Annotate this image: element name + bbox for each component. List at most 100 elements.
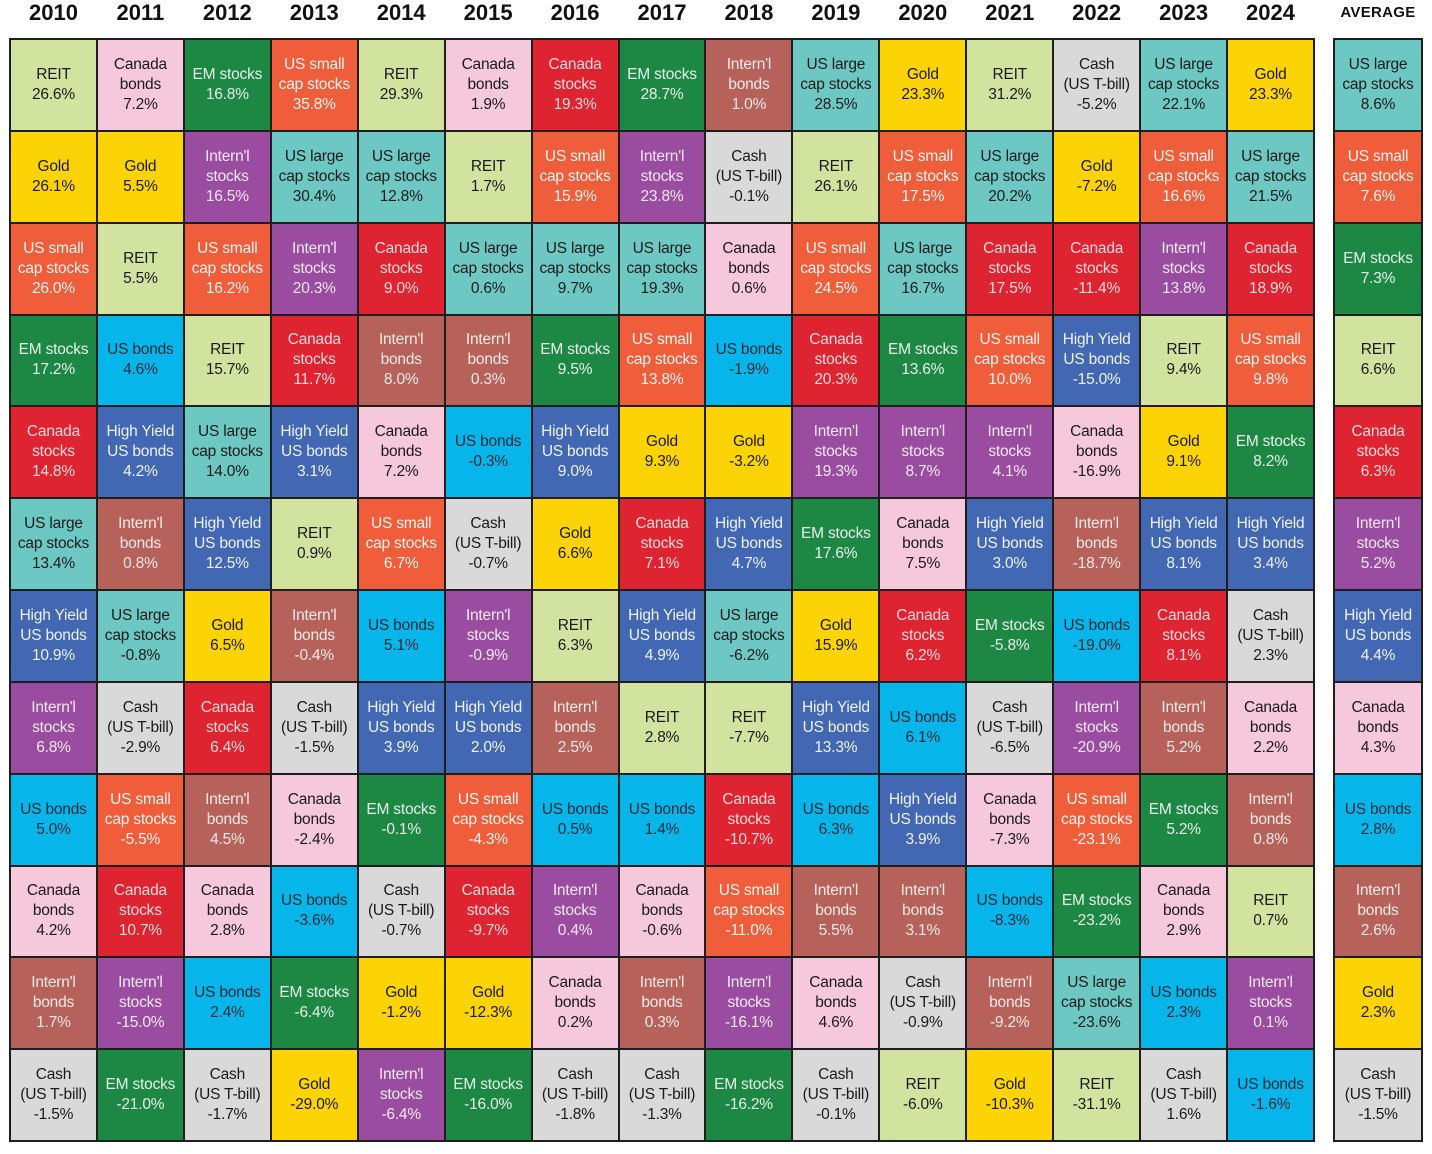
cell-2017-rank-8: REIT 2.8% bbox=[619, 682, 705, 773]
asset-label: stocks bbox=[988, 443, 1032, 461]
cell-2013-rank-8: Cash (US T-bill) -1.5% bbox=[271, 682, 357, 773]
asset-label: US bonds bbox=[889, 810, 957, 828]
asset-label: cap stocks bbox=[104, 810, 176, 828]
asset-label: US bonds bbox=[454, 433, 522, 451]
cell-2024-rank-1: Gold 23.3% bbox=[1228, 40, 1313, 130]
return-value: 13.8% bbox=[1162, 279, 1206, 297]
asset-label: cap stocks bbox=[713, 626, 785, 644]
return-value: 3.9% bbox=[905, 830, 941, 848]
asset-label: cap stocks bbox=[1061, 994, 1133, 1012]
asset-label: cap stocks bbox=[800, 75, 872, 93]
cell-2012-rank-11: US bonds 2.4% bbox=[184, 958, 270, 1049]
asset-label: High Yield bbox=[19, 606, 88, 624]
return-value: -16.2% bbox=[724, 1096, 773, 1114]
return-value: -4.3% bbox=[468, 830, 508, 848]
asset-label: bonds bbox=[1357, 902, 1399, 920]
asset-label: Gold bbox=[298, 1076, 331, 1094]
asset-label: stocks bbox=[640, 167, 684, 185]
cell-2022-rank-10: EM stocks -23.2% bbox=[1054, 866, 1140, 957]
cell-2011-rank-11: Intern'l stocks -15.0% bbox=[97, 958, 183, 1049]
return-value: 0.6% bbox=[731, 279, 767, 297]
cell-2014-rank-5: Canada bonds 7.2% bbox=[358, 407, 444, 498]
asset-label: Canada bbox=[635, 515, 689, 533]
return-value: 6.3% bbox=[1360, 463, 1396, 481]
average-column-header: AVERAGE bbox=[1340, 4, 1416, 21]
return-value: -1.8% bbox=[555, 1106, 595, 1124]
cell-2021-rank-9: Canada bonds -7.3% bbox=[967, 774, 1053, 865]
return-value: -31.1% bbox=[1072, 1096, 1121, 1114]
return-value: 5.0% bbox=[36, 820, 71, 838]
cell-2011-rank-9: US small cap stocks -5.5% bbox=[97, 774, 183, 865]
asset-label: Intern'l bbox=[639, 974, 685, 992]
asset-label: EM stocks bbox=[1343, 249, 1413, 267]
asset-label: EM stocks bbox=[627, 65, 697, 83]
asset-label: Gold bbox=[124, 157, 157, 175]
asset-label: Intern'l bbox=[465, 331, 511, 349]
asset-label: cap stocks bbox=[1147, 167, 1220, 185]
asset-label: cap stocks bbox=[278, 167, 350, 185]
return-value: 18.9% bbox=[1249, 279, 1292, 297]
return-value: 6.4% bbox=[210, 738, 245, 756]
year-header-2011: 2011 bbox=[116, 0, 165, 25]
asset-label: Intern'l bbox=[813, 423, 859, 441]
return-value: 8.6% bbox=[1360, 95, 1396, 113]
return-value: 17.2% bbox=[31, 361, 75, 379]
asset-label: US bonds bbox=[367, 718, 435, 736]
cell-2014-rank-3: Canada stocks 9.0% bbox=[358, 223, 444, 314]
return-value: 7.2% bbox=[383, 463, 419, 481]
asset-label: cap stocks bbox=[539, 167, 611, 185]
asset-label: Canada bbox=[113, 882, 167, 900]
average-cell-rank-7: High Yield US bonds 4.4% bbox=[1335, 591, 1421, 681]
asset-label: Canada bbox=[809, 331, 863, 349]
asset-label: US bonds bbox=[1063, 616, 1130, 634]
cell-2020-rank-7: Canada stocks 6.2% bbox=[880, 591, 966, 681]
return-value: 2.4% bbox=[210, 1004, 245, 1022]
asset-label: cap stocks bbox=[887, 259, 959, 277]
asset-label: US small bbox=[718, 882, 780, 900]
asset-label: EM stocks bbox=[366, 800, 437, 818]
asset-label: bonds bbox=[641, 994, 683, 1012]
return-value: -16.9% bbox=[1072, 463, 1121, 481]
cell-2016-rank-12: Cash (US T-bill) -1.8% bbox=[532, 1050, 618, 1140]
asset-label: stocks bbox=[119, 994, 162, 1012]
cell-2013-rank-2: US large cap stocks 30.4% bbox=[271, 131, 357, 222]
return-value: -5.8% bbox=[989, 636, 1030, 654]
asset-label: stocks bbox=[119, 902, 162, 920]
asset-label: bonds bbox=[293, 810, 335, 828]
cell-2016-rank-9: US bonds 0.5% bbox=[532, 774, 618, 865]
asset-label: (US T-bill) bbox=[1344, 1086, 1412, 1104]
cell-2022-rank-11: US large cap stocks -23.6% bbox=[1054, 958, 1140, 1049]
return-value: -6.4% bbox=[381, 1106, 421, 1124]
return-value: 0.5% bbox=[557, 820, 593, 838]
asset-label: cap stocks bbox=[887, 167, 959, 185]
asset-label: Cash bbox=[644, 1066, 680, 1084]
return-value: 14.8% bbox=[31, 463, 75, 481]
return-value: -16.0% bbox=[464, 1096, 513, 1114]
return-value: -1.5% bbox=[294, 738, 335, 756]
asset-label: Intern'l bbox=[118, 515, 163, 533]
asset-label: REIT bbox=[36, 65, 71, 83]
return-value: -1.5% bbox=[1358, 1106, 1398, 1124]
cell-2022-rank-6: Intern'l bonds -18.7% bbox=[1054, 499, 1140, 589]
cell-2015-rank-2: REIT 1.7% bbox=[445, 131, 531, 222]
asset-label: US bonds bbox=[367, 616, 435, 634]
asset-label: Gold bbox=[819, 616, 852, 634]
cell-2017-rank-12: Cash (US T-bill) -1.3% bbox=[619, 1050, 705, 1140]
return-value: 3.4% bbox=[1253, 555, 1288, 573]
return-value: -0.1% bbox=[729, 187, 769, 205]
asset-label: bonds bbox=[32, 902, 75, 920]
asset-label: cap stocks bbox=[539, 259, 611, 277]
asset-label: bonds bbox=[1249, 718, 1292, 736]
asset-label: (US T-bill) bbox=[367, 902, 435, 920]
cell-2013-rank-5: High Yield US bonds 3.1% bbox=[271, 407, 357, 498]
asset-label: stocks bbox=[466, 626, 510, 644]
asset-label: US bonds bbox=[1344, 800, 1412, 818]
return-value: 9.8% bbox=[1253, 371, 1288, 389]
asset-label: Cash bbox=[1165, 1066, 1202, 1084]
return-value: 4.3% bbox=[1360, 738, 1396, 756]
asset-label: cap stocks bbox=[191, 259, 263, 277]
cell-2020-rank-3: US large cap stocks 16.7% bbox=[880, 223, 966, 314]
cell-2010-rank-10: Canada bonds 4.2% bbox=[11, 866, 96, 957]
return-value: 35.8% bbox=[292, 95, 336, 113]
return-value: 8.7% bbox=[905, 463, 941, 481]
